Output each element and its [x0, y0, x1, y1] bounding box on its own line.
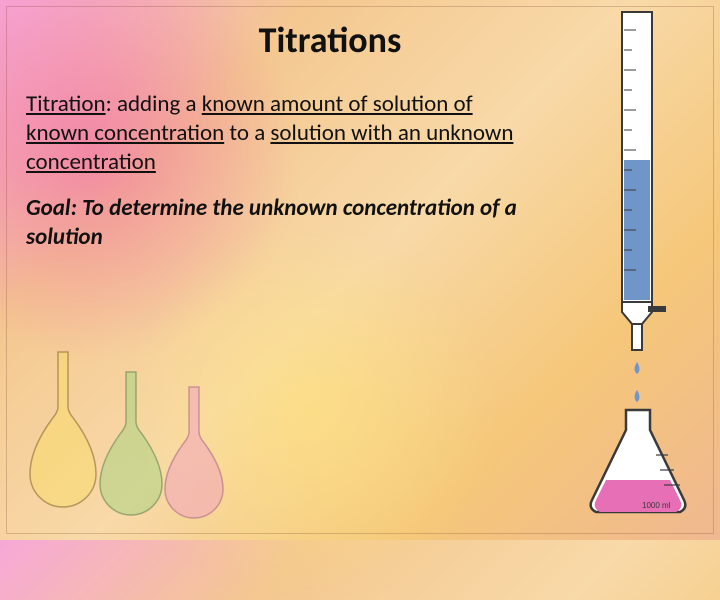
titration-apparatus-icon: 1000 ml [578, 10, 698, 530]
slide-content: Titrations Titration: adding a known amo… [0, 0, 560, 252]
def-t2: to a [224, 119, 270, 147]
flasks-decoration-icon [10, 342, 270, 532]
def-t1: adding a [117, 90, 202, 118]
definition-paragraph: Titration: adding a known amount of solu… [26, 90, 534, 176]
sep: : [106, 90, 117, 118]
burette-icon [622, 12, 666, 350]
term: Titration [26, 90, 106, 118]
drop-icon [635, 362, 640, 402]
page-title: Titrations [0, 18, 660, 62]
svg-text:1000 ml: 1000 ml [642, 501, 671, 510]
goal-paragraph: Goal: To determine the unknown concentra… [26, 194, 534, 252]
erlenmeyer-flask-icon: 1000 ml [591, 410, 686, 512]
